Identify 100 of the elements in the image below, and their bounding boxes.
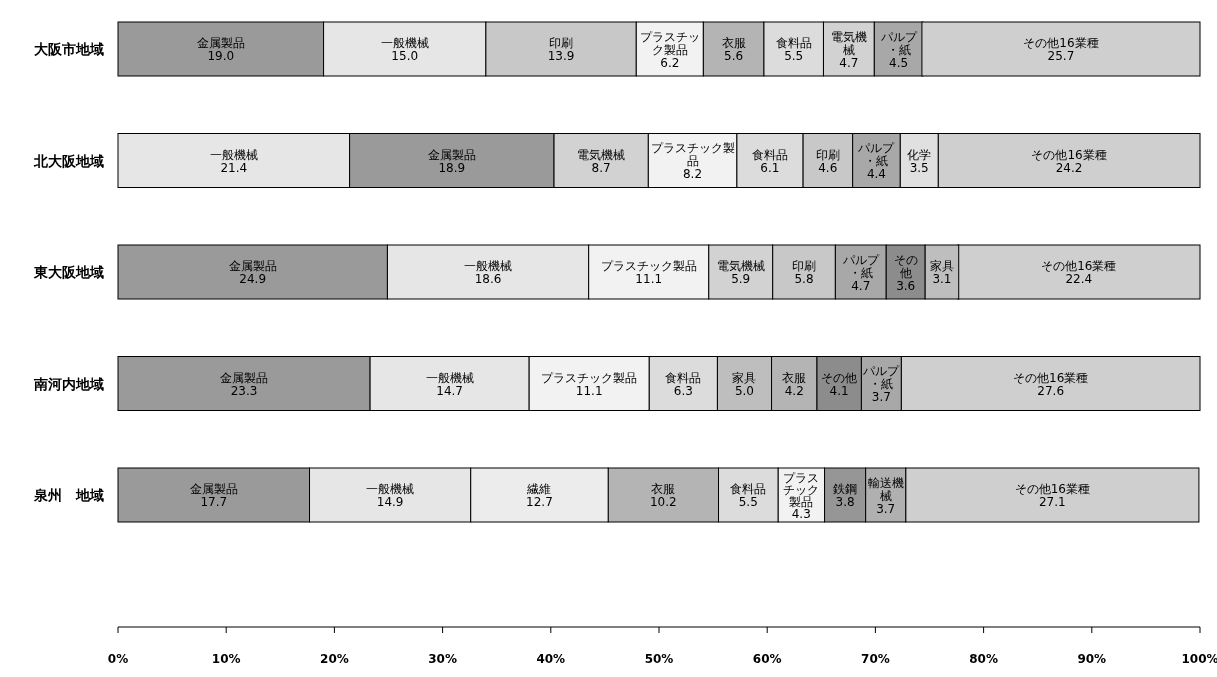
data-label: 4.2 (784, 383, 804, 398)
text: その他16業種 (1031, 147, 1107, 162)
data-label: 17.7 (200, 495, 228, 509)
data-label: 5.5 (784, 49, 804, 63)
text: パルプ・紙 (880, 29, 917, 57)
text: パルプ・紙 (858, 141, 895, 168)
data-label: 3.7 (871, 390, 891, 404)
data-label: 8.7 (591, 160, 611, 175)
data-label: 11.1 (635, 272, 663, 286)
data-label: 24.9 (239, 272, 267, 286)
series-label: 輸送機械 (867, 475, 904, 503)
data-label: 4.1 (829, 383, 849, 398)
data-label: 14.7 (436, 383, 463, 398)
x-tick-label: 80% (969, 652, 998, 666)
data-label: 25.7 (1047, 49, 1075, 63)
data-label: 14.9 (376, 495, 404, 509)
text: その他16業種 (1013, 370, 1089, 385)
text: プラスチック製品 (783, 471, 820, 509)
text: 印刷 (549, 36, 574, 50)
data-label: 4.7 (851, 278, 871, 293)
y-tick-label: 東大阪地域 (33, 264, 104, 280)
data-label: 5.5 (738, 495, 758, 509)
data-label: 4.6 (818, 160, 838, 175)
text: 衣服 (721, 36, 746, 50)
series-label: 繊維 (526, 482, 552, 496)
x-tick-label: 30% (428, 652, 457, 666)
data-label: 5.0 (734, 383, 755, 398)
text: その他16業種 (1014, 482, 1090, 496)
text: 衣服 (651, 482, 676, 496)
text: 食料品 (730, 482, 767, 496)
series-label: 化学 (907, 147, 932, 162)
series-label: 一般機械 (380, 36, 429, 50)
text: プラスチック製品 (600, 259, 697, 273)
data-label: 6.3 (673, 383, 693, 398)
text: プラスチック製品 (639, 29, 700, 57)
series-label: 食料品 (775, 36, 812, 50)
text: 一般機械 (464, 259, 513, 273)
data-label: 4.7 (839, 55, 859, 70)
text: 家具 (732, 370, 757, 385)
text: 金属製品 (189, 482, 238, 496)
series-label: 印刷 (815, 147, 840, 162)
series-label: パルプ・紙 (862, 364, 901, 391)
data-label: 8.2 (683, 167, 703, 181)
series-label: 衣服 (782, 370, 807, 385)
series-label: その他 (821, 370, 858, 385)
y-tick-label: 南河内地域 (33, 375, 104, 392)
text: 金属製品 (427, 147, 476, 162)
text: その他 (893, 252, 918, 280)
data-label: 6.1 (760, 160, 780, 175)
y-tick-label: 大阪市地域 (34, 41, 104, 57)
data-label: 21.4 (220, 160, 248, 175)
data-label: 12.7 (526, 495, 553, 509)
series-label: その他16業種 (1023, 36, 1099, 50)
text: 食料品 (665, 370, 702, 385)
series-label: 家具 (929, 259, 954, 273)
x-tick-label: 40% (536, 652, 566, 666)
data-label: 27.1 (1038, 495, 1066, 509)
text: 印刷 (791, 259, 816, 273)
data-label: 27.6 (1037, 383, 1065, 398)
data-label: 6.2 (660, 55, 680, 70)
data-label: 19.0 (207, 49, 235, 63)
data-label: 4.5 (889, 55, 909, 70)
data-label: 23.3 (230, 383, 258, 398)
x-tick-label: 50% (644, 652, 674, 666)
data-label: 3.5 (909, 160, 929, 175)
data-label: 18.6 (474, 272, 502, 286)
data-label: 11.1 (575, 383, 603, 398)
y-tick-label: 泉州 地域 (33, 487, 104, 503)
data-label: 4.3 (791, 507, 811, 521)
x-tick-label: 10% (211, 652, 241, 666)
text: 一般機械 (209, 147, 258, 162)
series-label: プラスチック製品 (650, 141, 735, 168)
text: パルプ・紙 (842, 252, 879, 280)
series-label: 金属製品 (196, 36, 245, 50)
data-label: 5.6 (724, 49, 744, 63)
x-tick-label: 20% (320, 652, 349, 666)
data-label: 18.9 (438, 160, 466, 175)
data-label: 4.4 (866, 167, 887, 181)
text: その他16業種 (1041, 259, 1117, 273)
series-label: 鉄鋼 (833, 482, 858, 496)
y-tick-label: 北大阪地域 (33, 152, 104, 169)
data-label: 3.8 (835, 495, 855, 509)
x-tick-label: 0% (107, 652, 129, 666)
text: 一般機械 (366, 482, 415, 496)
data-label: 3.7 (876, 501, 896, 516)
data-label: 3.6 (896, 278, 916, 293)
data-label: 3.1 (932, 272, 952, 286)
text: プラスチック製品 (541, 370, 638, 385)
text: 一般機械 (425, 370, 474, 385)
data-label: 13.9 (547, 49, 575, 63)
text: 電気機械 (716, 259, 765, 273)
text: 食料品 (751, 147, 788, 162)
data-label: 22.4 (1065, 272, 1093, 286)
data-label: 24.2 (1055, 160, 1083, 175)
x-tick-label: 70% (861, 652, 890, 666)
data-label: 5.8 (794, 272, 814, 286)
text: 電気機械 (577, 147, 626, 162)
data-label: 10.2 (649, 495, 677, 509)
x-tick-label: 90% (1077, 652, 1107, 666)
data-label: 15.0 (391, 49, 419, 63)
